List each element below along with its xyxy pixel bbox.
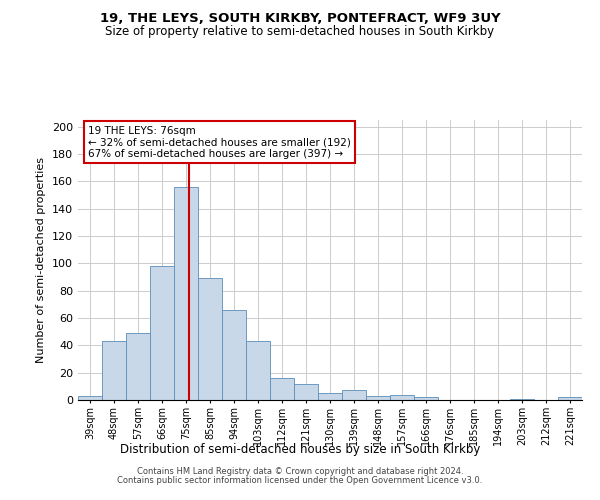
Bar: [414, 398, 438, 400]
Bar: [294, 384, 318, 400]
Bar: [78, 396, 102, 400]
Bar: [222, 310, 246, 400]
Text: Distribution of semi-detached houses by size in South Kirkby: Distribution of semi-detached houses by …: [120, 442, 480, 456]
Text: Contains public sector information licensed under the Open Government Licence v3: Contains public sector information licen…: [118, 476, 482, 485]
Bar: [342, 390, 366, 400]
Bar: [150, 266, 174, 400]
Text: 19, THE LEYS, SOUTH KIRKBY, PONTEFRACT, WF9 3UY: 19, THE LEYS, SOUTH KIRKBY, PONTEFRACT, …: [100, 12, 500, 26]
Bar: [102, 342, 126, 400]
Bar: [510, 398, 534, 400]
Bar: [198, 278, 222, 400]
Bar: [270, 378, 294, 400]
Bar: [558, 398, 582, 400]
Text: Size of property relative to semi-detached houses in South Kirkby: Size of property relative to semi-detach…: [106, 25, 494, 38]
Bar: [126, 333, 150, 400]
Bar: [318, 393, 342, 400]
Y-axis label: Number of semi-detached properties: Number of semi-detached properties: [37, 157, 46, 363]
Bar: [366, 396, 390, 400]
Text: Contains HM Land Registry data © Crown copyright and database right 2024.: Contains HM Land Registry data © Crown c…: [137, 467, 463, 476]
Bar: [246, 342, 270, 400]
Text: 19 THE LEYS: 76sqm
← 32% of semi-detached houses are smaller (192)
67% of semi-d: 19 THE LEYS: 76sqm ← 32% of semi-detache…: [88, 126, 351, 159]
Bar: [390, 394, 414, 400]
Bar: [174, 187, 198, 400]
